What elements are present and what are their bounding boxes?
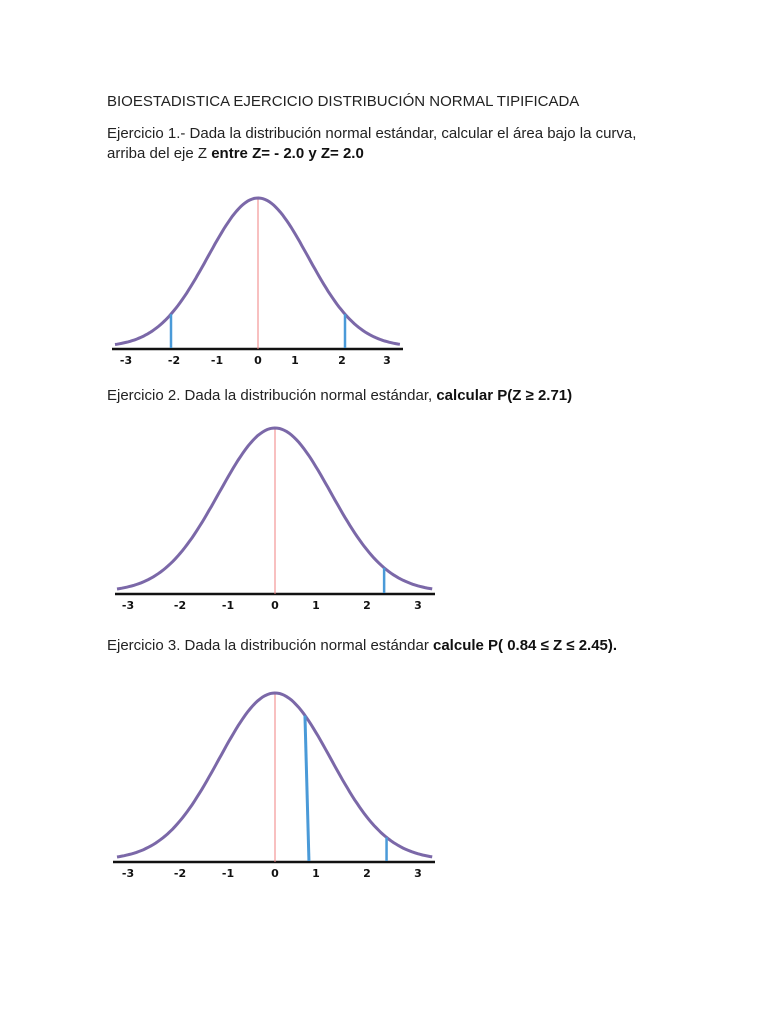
tick-label: 3: [383, 354, 391, 367]
exercise-1-bold: entre Z= - 2.0 y Z= 2.0: [211, 145, 364, 162]
exercise-2-text: Ejercicio 2. Dada la distribución normal…: [107, 386, 572, 406]
exercise-3-bold: calcule P( 0.84 ≤ Z ≤ 2.45).: [433, 637, 618, 654]
tick-label: 1: [291, 354, 299, 367]
z-marker-line: [303, 715, 311, 862]
exercise-3-plain: Ejercicio 3. Dada la distribución normal…: [107, 637, 433, 654]
exercise-1-line1: Ejercicio 1.- Dada la distribución norma…: [107, 125, 637, 142]
tick-label: -3: [122, 867, 134, 880]
tick-label: 2: [363, 867, 371, 880]
exercise-1-text: Ejercicio 1.- Dada la distribución norma…: [107, 124, 636, 164]
tick-label: 0: [271, 599, 279, 612]
tick-label: -2: [174, 867, 186, 880]
tick-label: 2: [338, 354, 346, 367]
exercise-2-bold: calcular P(Z ≥ 2.71): [436, 387, 573, 404]
tick-label: 1: [312, 599, 320, 612]
tick-label: -1: [222, 599, 234, 612]
exercise-3-text: Ejercicio 3. Dada la distribución normal…: [107, 636, 617, 656]
normal-curve: [114, 196, 401, 346]
tick-label: -2: [174, 599, 186, 612]
tick-label: 3: [414, 599, 422, 612]
tick-label: -3: [120, 354, 132, 367]
normal-curve: [116, 426, 433, 591]
tick-label: -1: [211, 354, 223, 367]
exercise-1-line2: arriba del eje Z: [107, 145, 212, 162]
normal-curve: [116, 691, 433, 859]
tick-label: 0: [271, 867, 279, 880]
page-title: BIOESTADISTICA EJERCICIO DISTRIBUCIÓN NO…: [107, 93, 580, 110]
tick-label: 1: [312, 867, 320, 880]
exercise-2-plain: Ejercicio 2. Dada la distribución normal…: [107, 387, 437, 404]
tick-label: 3: [414, 867, 422, 880]
tick-label: -3: [122, 599, 134, 612]
tick-label: 2: [363, 599, 371, 612]
tick-label: -2: [168, 354, 180, 367]
tick-label: 0: [254, 354, 262, 367]
tick-label: -1: [222, 867, 234, 880]
